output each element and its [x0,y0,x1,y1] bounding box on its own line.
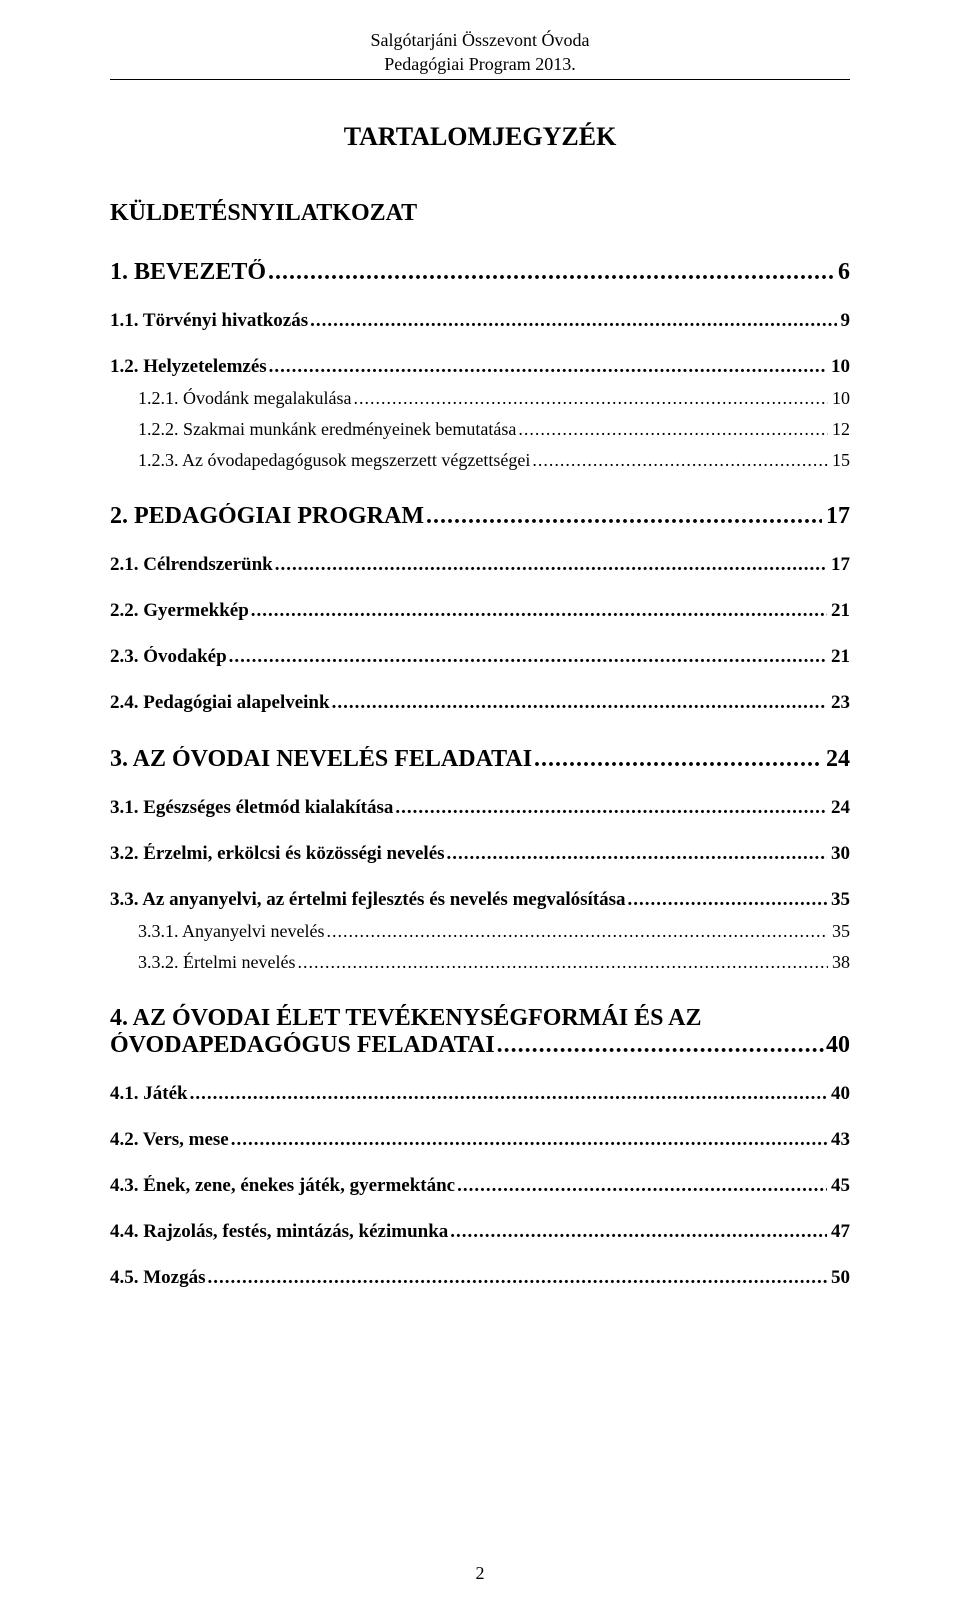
toc-section-4-5: 4.5. Mozgás 50 [110,1267,850,1289]
toc-page: 24 [822,746,850,773]
toc-label: 1.2.3. Az óvodapedagógusok megszerzett v… [138,450,530,471]
toc-page: 9 [837,310,851,332]
toc-page: 38 [828,952,850,973]
toc-title: TARTALOMJEGYZÉK [110,122,850,152]
toc-label: 3.3. Az anyanyelvi, az értelmi fejleszté… [110,889,626,911]
dot-leader [516,419,828,440]
toc-page: 45 [827,1175,850,1197]
toc-label: 4.2. Vers, mese [110,1129,229,1151]
toc-section-2-1: 2.1. Célrendszerünk 17 [110,554,850,576]
toc-page: 47 [827,1221,850,1243]
dot-leader [324,921,828,942]
toc-page: 35 [828,921,850,942]
toc-label: 1.2.1. Óvodánk megalakulása [138,388,351,409]
toc-section-4-3: 4.3. Ének, zene, énekes játék, gyermektá… [110,1175,850,1197]
page-number: 2 [0,1563,960,1584]
toc-label: 2.2. Gyermekkép [110,600,249,622]
toc-subsection-1-2-2: 1.2.2. Szakmai munkánk eredményeinek bem… [110,419,850,440]
toc-label: 2.3. Óvodakép [110,646,227,668]
dot-leader [295,952,828,973]
toc-page: 21 [827,646,850,668]
toc-label: 3.1. Egészséges életmód kialakítása [110,797,393,819]
toc-page: 23 [827,692,850,714]
toc-chapter-3: 3. AZ ÓVODAI NEVELÉS FELADATAI 24 [110,746,850,773]
header-line-2: Pedagógiai Program 2013. [110,52,850,76]
header-line-1: Salgótarjáni Összevont Óvoda [110,28,850,52]
toc-page: 40 [827,1083,850,1105]
toc-page: 17 [827,554,850,576]
toc-label: 4.4. Rajzolás, festés, mintázás, kézimun… [110,1221,448,1243]
toc-label: 2. PEDAGÓGIAI PROGRAM [110,503,424,530]
toc-page: 15 [828,450,850,471]
dot-leader [266,259,834,286]
toc-page: 10 [828,388,850,409]
dot-leader [424,503,822,530]
toc-section-3-1: 3.1. Egészséges életmód kialakítása 24 [110,797,850,819]
dot-leader [495,1032,826,1059]
toc-subsection-1-2-3: 1.2.3. Az óvodapedagógusok megszerzett v… [110,450,850,471]
toc-subsection-1-2-1: 1.2.1. Óvodánk megalakulása 10 [110,388,850,409]
toc-label: 2.1. Célrendszerünk [110,554,273,576]
toc-label: 1. BEVEZETŐ [110,259,266,286]
toc-label-line2: ÓVODAPEDAGÓGUS FELADATAI [110,1032,495,1059]
toc-label: 3. AZ ÓVODAI NEVELÉS FELADATAI [110,746,532,773]
dot-leader [351,388,828,409]
dot-leader [206,1267,827,1289]
dot-leader [445,843,827,865]
toc-label-line1: 4. AZ ÓVODAI ÉLET TEVÉKENYSÉGFORMÁI ÉS A… [110,1005,850,1032]
toc-subsection-3-3-2: 3.3.2. Értelmi nevelés 38 [110,952,850,973]
toc-section-2-2: 2.2. Gyermekkép 21 [110,600,850,622]
dot-leader [249,600,827,622]
dot-leader [455,1175,827,1197]
toc-label: 4.1. Játék [110,1083,188,1105]
toc-page: 35 [827,889,850,911]
dot-leader [330,692,827,714]
toc-section-1-1: 1.1. Törvényi hivatkozás 9 [110,310,850,332]
toc-page: 17 [822,503,850,530]
dot-leader [267,356,827,378]
toc-page: 10 [827,356,850,378]
dot-leader [308,310,836,332]
toc-page: 40 [826,1032,850,1059]
toc-chapter-2: 2. PEDAGÓGIAI PROGRAM 17 [110,503,850,530]
toc-label: 1.1. Törvényi hivatkozás [110,310,308,332]
dot-leader [626,889,827,911]
toc-chapter-1: 1. BEVEZETŐ 6 [110,259,850,286]
dot-leader [530,450,828,471]
toc-label: 1.2.2. Szakmai munkánk eredményeinek bem… [138,419,516,440]
toc-section-1-2: 1.2. Helyzetelemzés 10 [110,356,850,378]
toc-label: 4.5. Mozgás [110,1267,206,1289]
dot-leader [227,646,827,668]
dot-leader [393,797,827,819]
dot-leader [448,1221,827,1243]
toc-section-4-2: 4.2. Vers, mese 43 [110,1129,850,1151]
dot-leader [188,1083,827,1105]
toc-label: 2.4. Pedagógiai alapelveink [110,692,330,714]
toc-section-2-3: 2.3. Óvodakép 21 [110,646,850,668]
toc-chapter-4: 4. AZ ÓVODAI ÉLET TEVÉKENYSÉGFORMÁI ÉS A… [110,1005,850,1059]
toc-page: 43 [827,1129,850,1151]
toc-section-3-3: 3.3. Az anyanyelvi, az értelmi fejleszté… [110,889,850,911]
toc-page: 12 [828,419,850,440]
toc-label: 3.3.1. Anyanyelvi nevelés [138,921,324,942]
toc-label: 1.2. Helyzetelemzés [110,356,267,378]
toc-page: 50 [827,1267,850,1289]
toc-label: 3.2. Érzelmi, erkölcsi és közösségi neve… [110,843,445,865]
dot-leader [532,746,822,773]
dot-leader [273,554,827,576]
dot-leader [229,1129,827,1151]
toc-page: 6 [834,259,850,286]
toc-label: 4.3. Ének, zene, énekes játék, gyermektá… [110,1175,455,1197]
toc-subsection-3-3-1: 3.3.1. Anyanyelvi nevelés 35 [110,921,850,942]
document-header: Salgótarjáni Összevont Óvoda Pedagógiai … [110,28,850,80]
toc-label: 3.3.2. Értelmi nevelés [138,952,295,973]
toc-page: 21 [827,600,850,622]
toc-page: 24 [827,797,850,819]
toc-section-4-4: 4.4. Rajzolás, festés, mintázás, kézimun… [110,1221,850,1243]
mission-heading: KÜLDETÉSNYILATKOZAT [110,200,850,227]
toc-section-3-2: 3.2. Érzelmi, erkölcsi és közösségi neve… [110,843,850,865]
toc-page: 30 [827,843,850,865]
toc-section-2-4: 2.4. Pedagógiai alapelveink 23 [110,692,850,714]
toc-section-4-1: 4.1. Játék 40 [110,1083,850,1105]
